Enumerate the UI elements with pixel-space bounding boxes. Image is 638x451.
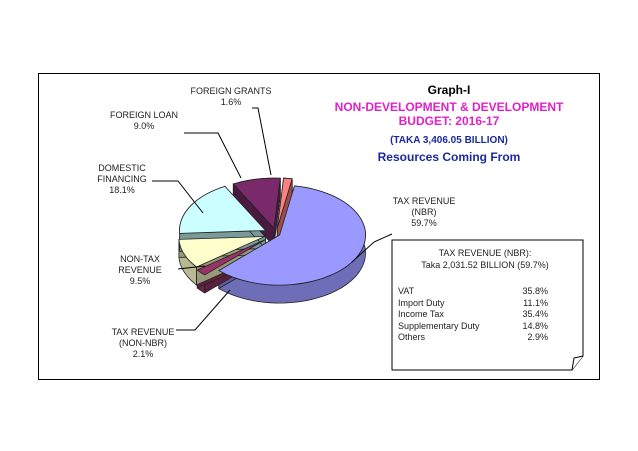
pie-slice-tax-non-nbr bbox=[196, 239, 266, 276]
note-heading: TAX REVENUE (NBR): Taka 2,031.52 BILLION… bbox=[421, 248, 549, 270]
note-row: Supplementary Duty 14.8% bbox=[398, 320, 548, 331]
chart-total-label: (TAKA 3,406.05 BILLION) bbox=[390, 135, 508, 146]
leader-line-non-tax bbox=[177, 265, 206, 270]
slice-label-domestic-financing: DOMESTIC FINANCING 18.1% bbox=[97, 163, 147, 195]
pie-slice-domestic bbox=[179, 185, 267, 234]
chart-title: Graph-I bbox=[427, 83, 471, 97]
leader-line-foreign-grants bbox=[252, 107, 272, 176]
leader-line-tax-non-nbr bbox=[176, 289, 231, 331]
note-row: VAT 35.8% bbox=[398, 286, 548, 296]
leader-line-domestic bbox=[152, 180, 204, 214]
slice-label-foreign-grants: FOREIGN GRANTS 1.6% bbox=[190, 86, 272, 107]
note-rows: VAT 35.8% Import Duty 11.1% Income Tax 35.4… bbox=[398, 286, 548, 344]
leader-line-foreign-loan bbox=[184, 132, 242, 179]
note-row: Import Duty 11.1% bbox=[398, 297, 548, 308]
chart-title-block: Graph-I NON-DEVELOPMENT & DEVELOPMENT BU… bbox=[318, 83, 580, 164]
chart-subtitle: NON-DEVELOPMENT & DEVELOPMENT BUDGET: 20… bbox=[334, 100, 564, 128]
slice-label-foreign-loan: FOREIGN LOAN 9.0% bbox=[109, 110, 178, 131]
leader-line-tax-nbr bbox=[351, 233, 393, 263]
slice-label-tax-non-nbr: TAX REVENUE (NON-NBR) 2.1% bbox=[111, 327, 175, 359]
slice-label-non-tax: NON-TAX REVENUE 9.5% bbox=[118, 254, 162, 286]
pie-slice-foreign-grants bbox=[276, 177, 293, 229]
note-row: Income Tax 35.4% bbox=[398, 309, 548, 319]
note-fold bbox=[571, 355, 584, 371]
pie-slice-foreign-loan bbox=[232, 177, 281, 230]
slice-label-tax-nbr: TAX REVENUE (NBR) 59.7% bbox=[392, 196, 456, 228]
chart-heading: Resources Coming From bbox=[377, 150, 521, 164]
note-row: Others 2.9% bbox=[398, 332, 548, 342]
